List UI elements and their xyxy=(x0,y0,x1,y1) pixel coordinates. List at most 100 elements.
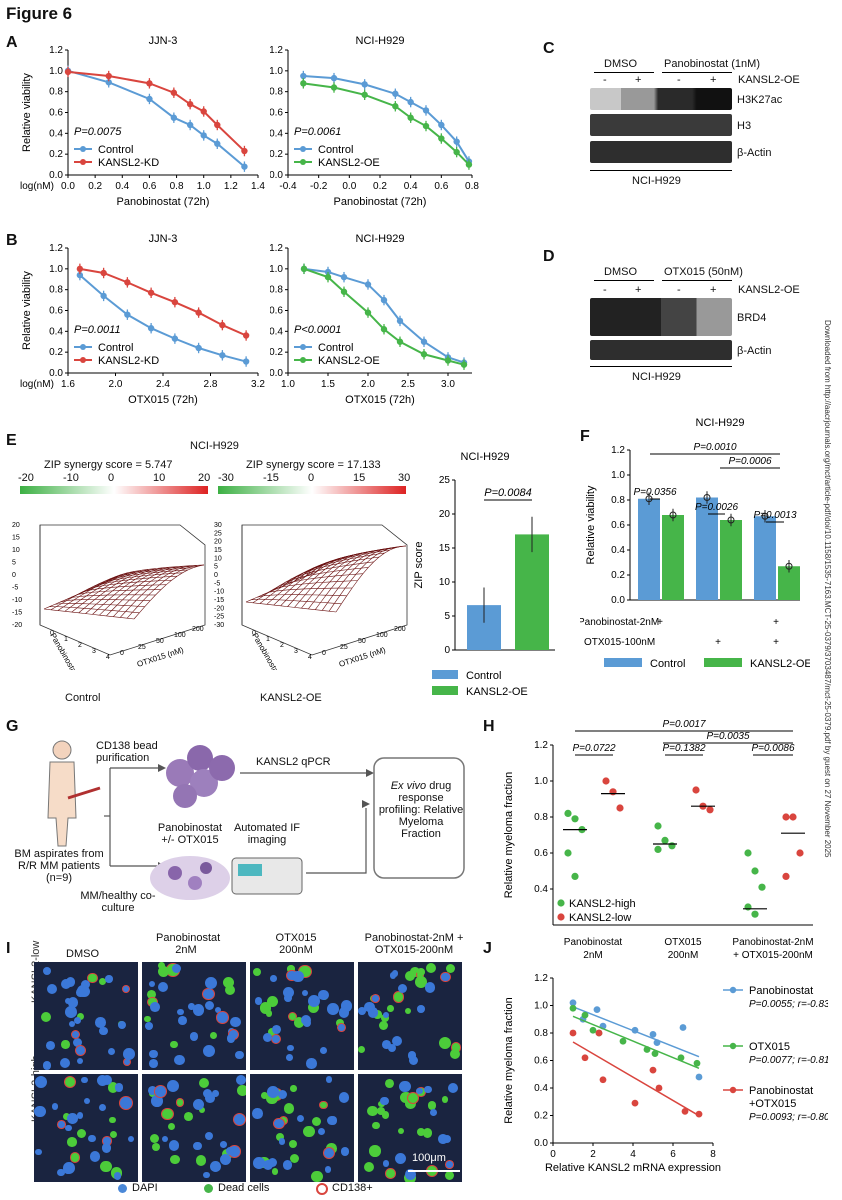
mesh-line xyxy=(349,573,357,576)
mesh-line xyxy=(133,585,139,591)
mesh-line xyxy=(97,604,104,610)
c-sign: - xyxy=(603,74,607,86)
mesh-line xyxy=(357,573,364,581)
e-right-scale-tick: 30 xyxy=(398,472,411,484)
c-group-pano: Panobinostat (1nM) xyxy=(664,58,760,70)
mesh-line xyxy=(73,596,80,601)
y-tick: 2 xyxy=(78,642,82,649)
chart-e-zip: NCI-H929 0 5 10 15 20 25 ZIP score P=0.0084 Contr… xyxy=(413,451,555,698)
dead-cell xyxy=(152,1142,161,1151)
mesh-line xyxy=(89,599,95,605)
dapi-cell xyxy=(89,1151,101,1162)
mesh-line xyxy=(153,584,160,590)
dapi-cell xyxy=(103,1137,111,1145)
data-point xyxy=(380,326,388,333)
dead-cell xyxy=(427,1101,437,1111)
dapi-cell xyxy=(408,1056,418,1066)
figure-title: Figure 6 xyxy=(6,4,73,23)
mesh-line xyxy=(103,584,110,589)
scalebar-line xyxy=(408,1170,460,1172)
mesh-line xyxy=(300,575,307,581)
y-tick-label: 1.0 xyxy=(534,776,548,787)
dapi-cell xyxy=(174,1055,185,1066)
x-tick-label: 0.2 xyxy=(88,181,102,192)
category-label: Panobinostat xyxy=(564,937,623,948)
dapi-dot-icon xyxy=(118,1184,127,1193)
d-band-label: β-Actin xyxy=(737,345,772,357)
mesh-line xyxy=(315,564,324,573)
mesh-line xyxy=(164,576,171,581)
mesh-line xyxy=(63,603,69,608)
dapi-cell xyxy=(254,997,263,1005)
y-tick-label: 0.6 xyxy=(270,306,283,317)
category-label: Panobinostat-2nM xyxy=(732,937,813,948)
mesh-line xyxy=(158,569,166,571)
dead-cell xyxy=(267,1027,276,1037)
dead-cell xyxy=(146,989,156,999)
g-drugs: Panobinostat +/- OTX015 xyxy=(157,822,223,846)
dapi-cell xyxy=(34,1105,46,1118)
z-tick: 20 xyxy=(12,522,20,529)
mesh-line xyxy=(347,568,355,570)
z-tick: 0 xyxy=(214,572,218,579)
mesh-line xyxy=(133,575,141,578)
mesh-line xyxy=(143,569,151,572)
y-tick: 1 xyxy=(64,636,68,643)
mesh-line xyxy=(324,581,331,589)
x-tick-label: 3.2 xyxy=(251,379,265,390)
legend-marker xyxy=(300,357,306,363)
mesh-line xyxy=(328,571,334,577)
chart-title: NCI-H929 xyxy=(696,417,745,429)
y-tick: 0 xyxy=(252,630,256,637)
dapi-cell xyxy=(95,1017,106,1028)
dead-cell xyxy=(70,1153,80,1162)
mesh-line xyxy=(296,583,303,590)
mesh-line xyxy=(97,609,105,611)
x-tick-label: 3.0 xyxy=(441,379,455,390)
mesh-line xyxy=(170,567,178,569)
p-value: P=0.0061 xyxy=(294,126,341,138)
mesh-line xyxy=(129,571,137,574)
micro-tile xyxy=(250,962,354,1070)
y-tick-label: 0.6 xyxy=(534,1056,548,1067)
mesh-line xyxy=(288,584,296,587)
data-point xyxy=(581,1054,589,1062)
bar xyxy=(696,497,718,600)
mesh-line xyxy=(352,563,360,565)
z-tick: -15 xyxy=(12,610,22,617)
mesh-line xyxy=(86,585,95,591)
legend-marker xyxy=(80,357,86,363)
dead-cell xyxy=(62,1112,71,1120)
bar xyxy=(662,515,684,600)
dapi-cell xyxy=(317,1127,326,1136)
mesh-line xyxy=(350,574,357,582)
y-tick-label: 0.0 xyxy=(49,170,63,181)
mesh-line xyxy=(370,553,378,556)
fit-line xyxy=(572,1041,700,1117)
dead-cell xyxy=(441,1096,449,1103)
mesh-line xyxy=(306,594,313,602)
dead-cell xyxy=(260,1002,272,1014)
mesh-line xyxy=(307,577,315,580)
dead-cell xyxy=(271,1168,278,1175)
y-tick-label: 1.0 xyxy=(534,1001,548,1012)
dapi-cell xyxy=(229,1016,241,1028)
d-cell: NCI-H929 xyxy=(632,371,681,383)
dapi-cell xyxy=(148,1086,158,1096)
mesh-line xyxy=(368,561,374,568)
legend-swatch xyxy=(432,686,458,695)
data-point xyxy=(569,999,577,1007)
mesh-line xyxy=(143,594,149,601)
data-point xyxy=(330,74,338,82)
dapi-cell xyxy=(71,1030,80,1038)
dapi-cell xyxy=(214,1007,221,1014)
x-tick-label: 0.8 xyxy=(170,181,184,192)
mesh-line xyxy=(83,608,91,610)
micro-tile xyxy=(358,962,462,1070)
data-point xyxy=(785,562,793,570)
dapi-cell xyxy=(204,1001,214,1011)
dead-cell xyxy=(404,1007,411,1014)
data-point xyxy=(593,1006,601,1014)
dead-cell xyxy=(110,1131,118,1139)
x-tick-label: 1.6 xyxy=(61,379,75,390)
